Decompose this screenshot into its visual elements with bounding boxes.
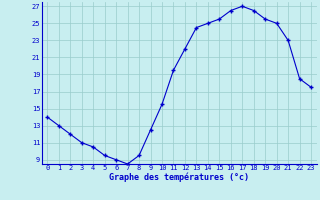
X-axis label: Graphe des températures (°c): Graphe des températures (°c): [109, 173, 249, 182]
